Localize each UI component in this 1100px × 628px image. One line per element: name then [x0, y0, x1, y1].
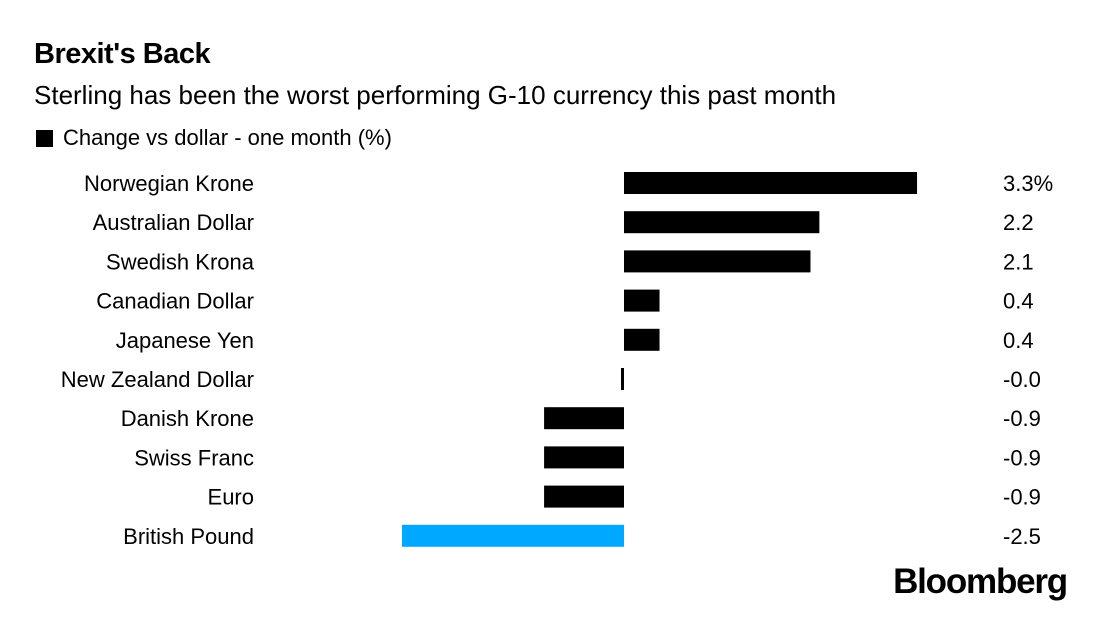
bloomberg-logo: Bloomberg [893, 562, 1068, 601]
bar [624, 250, 811, 273]
category-label: Euro [208, 485, 254, 510]
value-label: -2.5 [1003, 524, 1041, 549]
category-label: Canadian Dollar [96, 289, 254, 314]
value-label: -0.9 [1003, 485, 1041, 510]
bar [544, 446, 624, 469]
value-label: -0.0 [1003, 367, 1041, 392]
bar [544, 407, 624, 430]
value-label: -0.9 [1003, 445, 1041, 470]
value-label: 3.3% [1003, 171, 1053, 196]
category-label: British Pound [123, 524, 254, 549]
value-label: 0.4 [1003, 289, 1034, 314]
category-label: Danish Krone [121, 406, 254, 431]
bar [624, 328, 660, 351]
bar [544, 485, 624, 508]
value-label: 0.4 [1003, 328, 1034, 353]
category-label: Swedish Krona [106, 249, 255, 274]
category-label: Swiss Franc [134, 445, 254, 470]
value-label: 2.2 [1003, 210, 1034, 235]
legend: Change vs dollar - one month (%) [36, 125, 392, 151]
legend-label: Change vs dollar - one month (%) [63, 125, 392, 150]
category-label: Australian Dollar [93, 210, 254, 235]
bar [621, 368, 624, 390]
bar [624, 172, 918, 194]
chart-subtitle: Sterling has been the worst performing G… [34, 80, 837, 110]
category-label: Japanese Yen [116, 328, 254, 353]
bar [624, 289, 660, 312]
category-label: Norwegian Krone [84, 171, 254, 196]
value-label: 2.1 [1003, 249, 1034, 274]
category-label: New Zealand Dollar [61, 367, 254, 392]
legend-swatch [36, 129, 53, 147]
chart-title: Brexit's Back [34, 38, 211, 70]
bar [402, 524, 624, 547]
value-label: -0.9 [1003, 406, 1041, 431]
bar [624, 211, 820, 234]
